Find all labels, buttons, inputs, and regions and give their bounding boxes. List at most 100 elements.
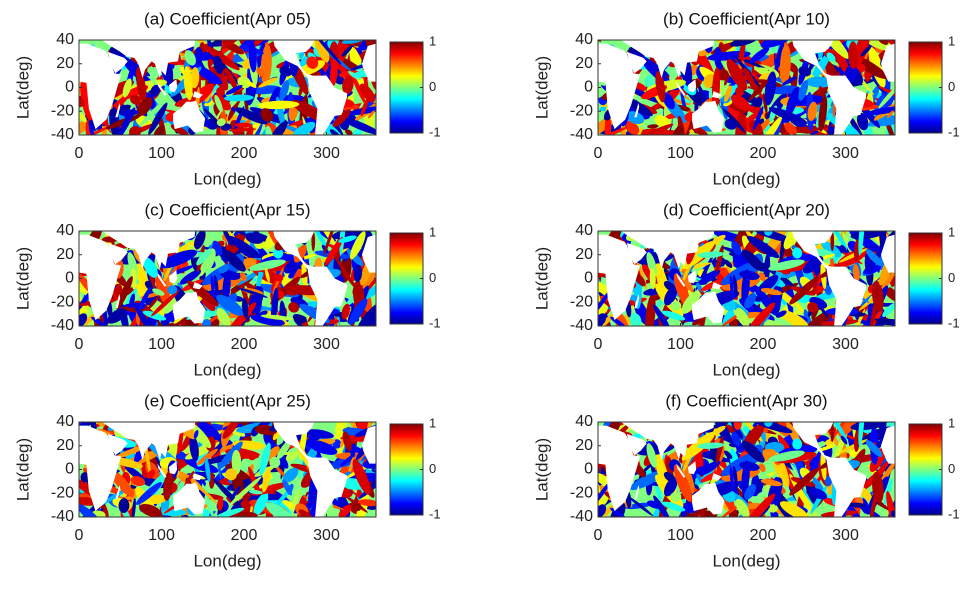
land (634, 102, 640, 118)
field-patch (846, 502, 866, 508)
y-tick-label: -20 (570, 102, 593, 119)
field-patch (860, 45, 872, 57)
field-patch (872, 280, 884, 313)
field-patch (816, 444, 836, 452)
field-patch (775, 42, 785, 69)
field-patch (723, 424, 738, 434)
field-patch (792, 438, 803, 450)
y-tick-label: -40 (570, 317, 593, 334)
field-patch (732, 274, 738, 294)
field-patch (153, 125, 165, 135)
colorbar-tick-label: -1 (429, 315, 441, 330)
field-patch (269, 120, 288, 135)
y-tick-label: 40 (575, 413, 593, 430)
field-patch (762, 93, 768, 115)
field-patch (293, 244, 307, 263)
y-tick-label: -40 (51, 317, 74, 334)
field-patch (670, 300, 682, 311)
field-patch (131, 497, 136, 517)
land (115, 293, 121, 309)
land (711, 473, 722, 481)
field-patch (79, 503, 103, 517)
panel-title: (d) Coefficient(Apr 20) (663, 200, 830, 219)
field-patch (723, 100, 733, 107)
field-patch (179, 269, 202, 285)
field-patch (598, 480, 612, 508)
land (79, 43, 122, 130)
field-patch (748, 79, 769, 101)
field-patch (260, 314, 294, 321)
field-patch (856, 112, 869, 131)
y-tick-label: 40 (575, 31, 593, 48)
field-patch (768, 450, 805, 462)
x-tick-label: 200 (750, 336, 777, 353)
field-patch (122, 78, 132, 98)
field-patch (732, 465, 738, 485)
field-patch (284, 488, 300, 517)
land (687, 461, 697, 475)
land (598, 43, 641, 130)
field-patch (265, 125, 273, 135)
y-axis-label: Lat(deg) (13, 56, 32, 119)
field-patch (249, 490, 263, 495)
field-patch (672, 125, 684, 135)
field-patch (91, 316, 107, 326)
field-patch (196, 248, 212, 266)
field-patch (729, 466, 734, 492)
x-tick-label: 100 (148, 527, 175, 544)
field-patch (105, 114, 141, 130)
colorbar-tick-label: -1 (948, 315, 960, 330)
field-patch (224, 67, 238, 91)
field-patch (697, 251, 725, 258)
colorbar-tick-label: 1 (948, 33, 955, 48)
field-patch (819, 40, 850, 59)
x-tick-label: 200 (231, 145, 258, 162)
field-patch (190, 67, 200, 89)
colorbar-tick-label: 1 (948, 415, 955, 430)
field-patch (220, 270, 241, 280)
field (79, 231, 376, 326)
field-patch (681, 290, 701, 314)
panel: (c) Coefficient(Apr 15)0 100 200 300-40-200… (13, 200, 440, 379)
panel-title: (a) Coefficient(Apr 05) (144, 9, 311, 28)
field-patch (298, 509, 316, 517)
colorbar-tick-label: 0 (429, 79, 436, 94)
land (692, 482, 725, 515)
land (273, 231, 348, 326)
field-patch (760, 40, 790, 48)
field-patch (874, 40, 895, 50)
y-tick-label: -20 (51, 102, 74, 119)
x-axis-label: Lon(deg) (712, 551, 780, 570)
field-patch (846, 435, 856, 440)
field-patch (332, 109, 351, 128)
field-patch (219, 441, 243, 469)
field-patch (779, 310, 809, 326)
y-tick-label: -40 (570, 126, 593, 143)
land (692, 291, 725, 324)
field-patch (202, 248, 216, 273)
field-patch (350, 443, 357, 458)
x-tick-label: 0 (594, 336, 603, 353)
field-patch (130, 267, 137, 290)
field-patch (723, 259, 733, 268)
field-patch (886, 110, 894, 119)
field-patch (80, 472, 90, 483)
field-patch (306, 56, 319, 69)
land (157, 81, 167, 96)
y-tick-label: 0 (584, 270, 593, 287)
field-patch (213, 274, 219, 294)
field-patch (217, 496, 224, 511)
field-patch (744, 292, 757, 309)
colorbar-tick-label: -1 (429, 506, 441, 521)
field-patch (345, 91, 353, 97)
field-patch (779, 238, 786, 261)
field-patch (274, 464, 286, 478)
land (361, 234, 376, 273)
field-patch (142, 310, 167, 321)
field-patch (840, 244, 848, 254)
x-axis-label: Lon(deg) (193, 551, 261, 570)
field-patch (264, 267, 270, 283)
field-patch (341, 40, 366, 44)
field-patch (865, 248, 883, 267)
field-patch (731, 94, 750, 111)
